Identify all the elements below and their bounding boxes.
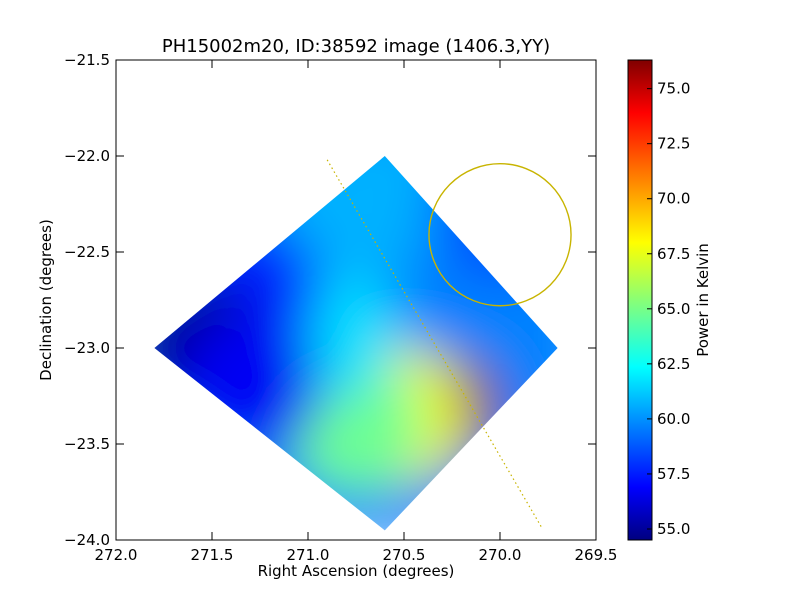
colorbar-ticks: 55.0 57.5 60.0 62.5 65.0 67.5 70.0 72.5 75.0 [647,80,690,538]
colorbar [627,59,653,541]
x-axis: 272.0 271.5 271.0 270.5 270.0 269.5 [95,60,618,564]
colorbar-tick-label: 57.5 [657,465,690,483]
y-tick-label: −22.5 [64,243,110,261]
beam-circle [428,162,572,307]
heatmap-region [430,156,558,284]
x-tick-label: 269.5 [575,546,618,564]
x-tick-label: 270.5 [383,546,426,564]
colorbar-tick-label: 72.5 [657,135,690,153]
y-axis: −21.5 −22.0 −22.5 −23.0 −23.5 −24.0 [64,51,596,549]
x-tick-label: 272.0 [95,546,138,564]
x-axis-label: Right Ascension (degrees) [258,562,455,580]
colorbar-label: Power in Kelvin [694,243,712,357]
colorbar-tick-label: 55.0 [657,520,690,538]
x-tick-label: 271.5 [191,546,234,564]
colorbar-tick-label: 67.5 [657,245,690,263]
heatmap-image [154,156,558,531]
heatmap-region [180,316,321,457]
chart-title: PH15002m20, ID:38592 image (1406.3,YY) [162,36,550,57]
heatmap-region [314,156,455,265]
plot-frame [115,59,597,541]
x-tick-label: 271.0 [287,546,330,564]
colorbar-tick-label: 60.0 [657,410,690,428]
y-axis-label: Declination (degrees) [37,219,55,381]
colorbar-tick-label: 70.0 [657,190,690,208]
y-tick-label: −22.0 [64,147,110,165]
y-tick-label: −23.0 [64,339,110,357]
y-tick-label: −23.5 [64,435,110,453]
y-tick-label: −21.5 [64,51,110,69]
colorbar-tick-label: 65.0 [657,300,690,318]
colorbar-tick-label: 62.5 [657,355,690,373]
colorbar-tick-label: 75.0 [657,80,690,98]
scan-dotted-line [326,159,543,529]
y-tick-label: −24.0 [64,531,110,549]
x-tick-label: 270.0 [479,546,522,564]
